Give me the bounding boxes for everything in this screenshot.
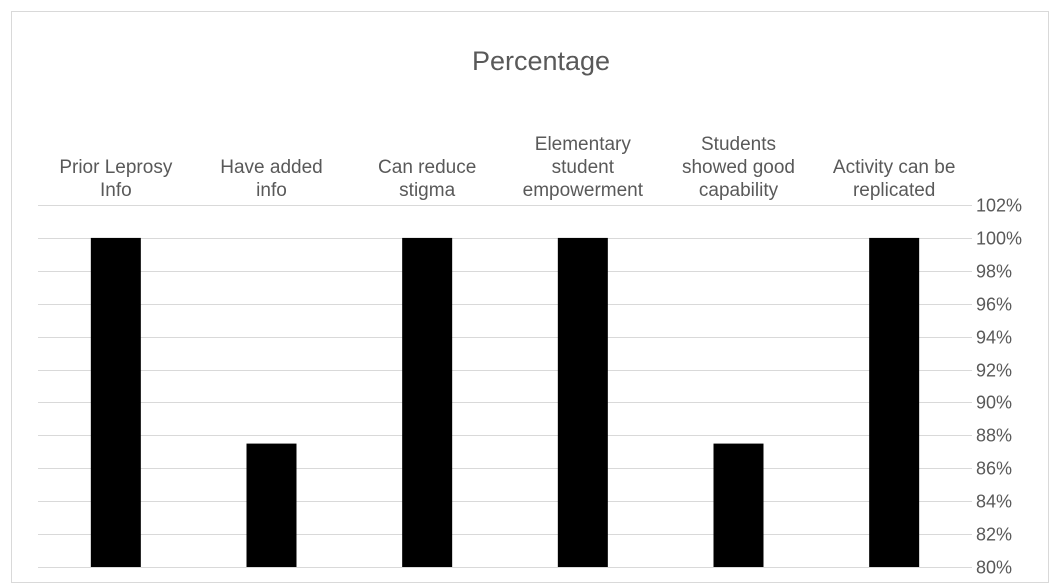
- y-tick-label: 80%: [976, 558, 1012, 578]
- category-label: Students showed good capability: [682, 134, 795, 201]
- y-tick-label: 84%: [976, 492, 1012, 512]
- y-tick-label: 88%: [976, 426, 1012, 446]
- category-labels: Prior Leprosy Info Have added info Can reduc…: [59, 134, 955, 201]
- y-tick-label: 82%: [976, 525, 1012, 545]
- bar: [90, 237, 141, 567]
- y-tick-label: 96%: [976, 295, 1012, 315]
- category-label: Elementary student empowerment: [523, 134, 644, 201]
- bar: [557, 237, 608, 567]
- y-tick-label: 98%: [976, 262, 1012, 282]
- bar: [246, 443, 297, 567]
- category-label: Have added info: [220, 157, 322, 201]
- category-label: Prior Leprosy Info: [59, 157, 172, 201]
- gridlines: [38, 205, 972, 568]
- y-tick-label: 102%: [976, 196, 1022, 216]
- category-label: Can reduce stigma: [378, 157, 476, 201]
- category-label: Activity can be replicated: [833, 157, 956, 201]
- y-tick-label: 100%: [976, 229, 1022, 249]
- y-axis-tick-labels: 80% 82% 84% 86% 88% 90% 92% 94% 96% 98% 100% 102%: [976, 196, 1022, 578]
- y-tick-label: 92%: [976, 361, 1012, 381]
- bar: [402, 237, 453, 567]
- y-tick-label: 90%: [976, 393, 1012, 413]
- bar: [869, 237, 920, 567]
- chart-title: Percentage: [472, 46, 610, 76]
- y-tick-label: 86%: [976, 459, 1012, 479]
- y-tick-label: 94%: [976, 328, 1012, 348]
- bar: [713, 443, 764, 567]
- bars: [90, 237, 920, 567]
